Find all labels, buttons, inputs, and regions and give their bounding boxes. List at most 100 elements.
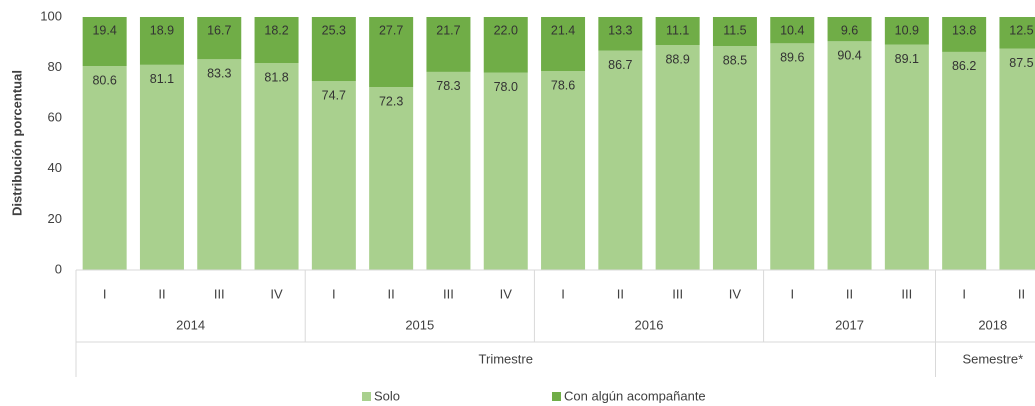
- value-label: 86.2: [952, 59, 976, 73]
- bar-segment: [369, 17, 414, 88]
- bar-segment: [827, 17, 872, 42]
- y-tick-label: 0: [55, 261, 62, 276]
- value-label: 18.9: [150, 23, 174, 37]
- group-label: 2017: [835, 317, 864, 332]
- bar-segment: [82, 66, 127, 270]
- bar-segment: [254, 17, 299, 64]
- legend-swatch: [362, 392, 371, 401]
- y-tick-label: 60: [48, 110, 62, 125]
- value-label: 80.6: [92, 73, 116, 87]
- bar-segment: [197, 17, 242, 60]
- value-label: 81.1: [150, 72, 174, 86]
- value-label: 13.8: [952, 23, 976, 37]
- group-label: 2014: [176, 317, 205, 332]
- bar-segment: [483, 72, 528, 270]
- value-label: 19.4: [92, 23, 116, 37]
- value-label: 21.7: [436, 23, 460, 37]
- bar-segment: [999, 17, 1035, 49]
- x-tick-label: I: [332, 286, 336, 301]
- value-label: 74.7: [322, 88, 346, 102]
- value-label: 12.5: [1009, 23, 1033, 37]
- y-tick-label: 20: [48, 211, 62, 226]
- value-label: 21.4: [551, 23, 575, 37]
- bar-segment: [369, 87, 414, 271]
- bar-segment: [139, 17, 184, 65]
- value-label: 83.3: [207, 67, 231, 81]
- x-tick-label: IV: [270, 286, 283, 301]
- bar-segment: [598, 50, 643, 270]
- value-label: 86.7: [608, 58, 632, 72]
- bar-segment: [483, 17, 528, 73]
- bar-segment: [712, 46, 757, 270]
- y-tick-label: 80: [48, 59, 62, 74]
- x-tick-label: I: [790, 286, 794, 301]
- x-tick-label: I: [962, 286, 966, 301]
- bar-segment: [426, 17, 471, 72]
- x-tick-label: II: [846, 286, 853, 301]
- legend-label: Solo: [374, 388, 400, 403]
- value-label: 88.9: [665, 52, 689, 66]
- value-label: 87.5: [1009, 56, 1033, 70]
- value-label: 89.6: [780, 51, 804, 65]
- bar-segment: [884, 44, 929, 271]
- value-label: 27.7: [379, 23, 403, 37]
- value-label: 81.8: [264, 70, 288, 84]
- value-label: 88.5: [723, 53, 747, 67]
- bar-segment: [311, 81, 356, 270]
- x-tick-label: I: [561, 286, 565, 301]
- bar-segment: [426, 71, 471, 270]
- x-tick-label: III: [443, 286, 454, 301]
- x-tick-label: II: [158, 286, 165, 301]
- x-tick-label: III: [672, 286, 683, 301]
- group-label: 2016: [635, 317, 664, 332]
- value-label: 22.0: [494, 23, 518, 37]
- value-label: 11.1: [666, 23, 689, 37]
- y-tick-label: 40: [48, 160, 62, 175]
- legend-label: Con algún acompañante: [564, 388, 706, 403]
- bar-segment: [770, 17, 815, 44]
- bar-segment: [311, 17, 356, 82]
- bar-segment: [655, 17, 700, 46]
- bar-segment: [942, 51, 987, 270]
- value-label: 25.3: [322, 23, 346, 37]
- x-tick-label: IV: [729, 286, 742, 301]
- x-tick-label: I: [103, 286, 107, 301]
- y-tick-label: 100: [40, 8, 62, 23]
- value-label: 9.6: [841, 23, 858, 37]
- y-axis-title: Distribución porcentual: [9, 70, 24, 216]
- bar-segment: [942, 17, 987, 52]
- bar-segment: [82, 17, 127, 67]
- bar-segment: [197, 59, 242, 270]
- bar-segment: [254, 63, 299, 270]
- bar-segment: [655, 45, 700, 270]
- value-label: 13.3: [608, 23, 632, 37]
- group-label: 2018: [978, 317, 1007, 332]
- bar-segment: [598, 17, 643, 51]
- value-label: 10.9: [895, 23, 919, 37]
- x-tick-label: IV: [500, 286, 513, 301]
- bar-segment: [139, 64, 184, 270]
- x-tick-label: II: [617, 286, 624, 301]
- value-label: 16.7: [207, 23, 231, 37]
- supergroup-label: Semestre*: [962, 351, 1023, 366]
- value-label: 10.4: [780, 23, 804, 37]
- x-tick-label: III: [214, 286, 225, 301]
- value-label: 78.3: [436, 79, 460, 93]
- bar-segment: [541, 71, 586, 270]
- supergroup-label: Trimestre: [479, 351, 533, 366]
- value-label: 18.2: [264, 23, 288, 37]
- value-label: 78.6: [551, 78, 575, 92]
- bar-segment: [999, 48, 1035, 270]
- value-label: 72.3: [379, 94, 403, 108]
- bar-segment: [541, 17, 586, 72]
- value-label: 78.0: [494, 80, 518, 94]
- bar-segment: [770, 43, 815, 271]
- legend-swatch: [552, 392, 561, 401]
- value-label: 90.4: [837, 49, 861, 63]
- x-tick-label: II: [388, 286, 395, 301]
- bar-segment: [884, 17, 929, 45]
- x-tick-label: III: [901, 286, 912, 301]
- x-tick-label: II: [1018, 286, 1025, 301]
